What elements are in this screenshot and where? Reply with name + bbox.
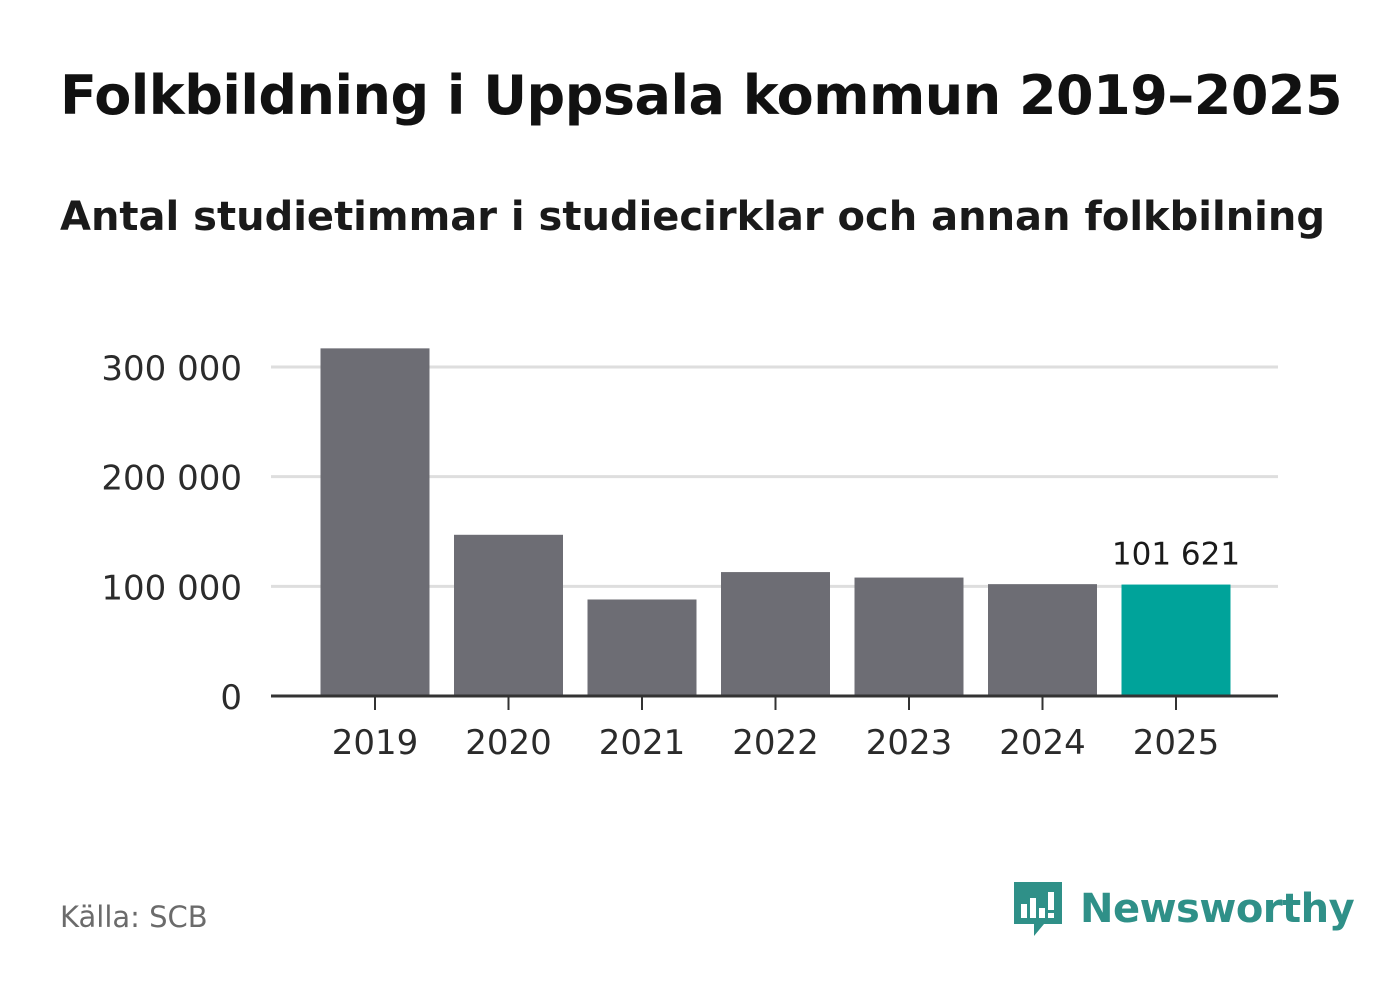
newsworthy-logo-icon [1014,882,1062,936]
y-axis-labels: 0 100 000 200 000 300 000 [101,349,242,718]
bar-2019 [320,348,430,696]
bar-2020 [454,534,563,696]
bar-2023 [854,577,964,696]
data-label-2025: 101 621 [1112,537,1240,573]
bar-2022 [721,572,830,696]
x-tick-label: 2022 [732,723,819,763]
x-axis [271,694,1278,710]
x-tick-label: 2025 [1133,723,1220,763]
data-labels: 101 621 [1112,537,1240,573]
x-tick-label: 2023 [866,723,953,763]
bars [320,348,1231,696]
chart-title: Folkbildning i Uppsala kommun 2019–2025 [60,64,1343,127]
y-tick-label: 100 000 [101,568,242,608]
x-tick-label: 2021 [599,723,686,763]
bar-2025 [1121,584,1231,696]
x-axis-labels: 2019 2020 2021 2022 2023 2024 2025 [332,723,1220,763]
brand-logo: Newsworthy [1010,878,1355,940]
chart-subtitle: Antal studietimmar i studiecirklar och a… [60,194,1325,240]
x-tick-label: 2020 [465,723,552,763]
y-tick-label: 300 000 [101,349,242,389]
source-note: Källa: SCB [60,900,208,934]
y-tick-label: 0 [220,678,242,718]
brand-name: Newsworthy [1080,886,1355,932]
y-tick-label: 200 000 [101,459,242,499]
x-tick-label: 2019 [332,723,419,763]
bar-2024 [988,584,1097,696]
bar-2021 [587,599,697,696]
x-tick-label: 2024 [999,723,1086,763]
